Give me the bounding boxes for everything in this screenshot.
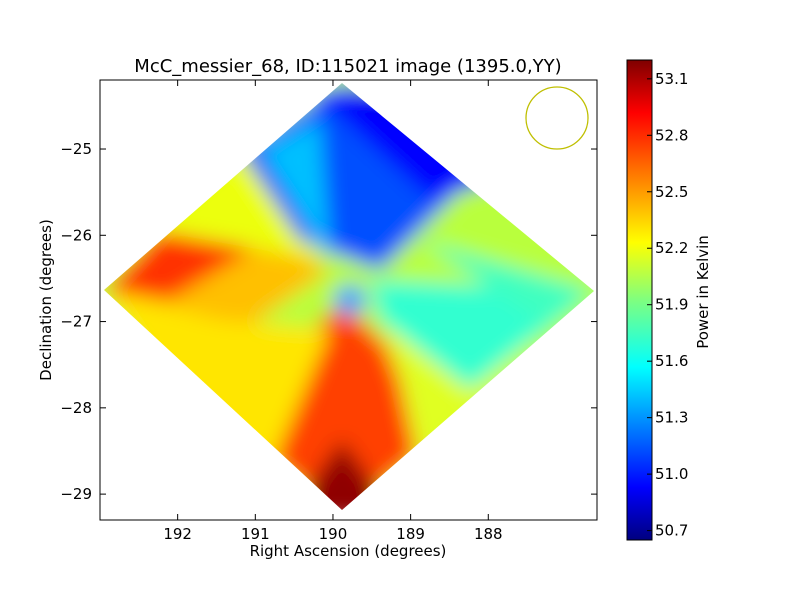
y-tick-label: −25 [60, 140, 92, 158]
heatmap-footprint [104, 83, 594, 510]
y-tick-label: −26 [60, 226, 92, 244]
colorbar-tick-label: 51.9 [655, 296, 688, 314]
x-tick-label: 190 [319, 525, 348, 543]
colorbar [626, 59, 653, 541]
x-axis-label: Right Ascension (degrees) [250, 542, 447, 560]
x-tick-label: 192 [163, 525, 192, 543]
x-tick-label: 188 [474, 525, 503, 543]
y-axis-label: Declination (degrees) [37, 219, 55, 381]
x-tick-label: 191 [241, 525, 270, 543]
colorbar-tick-label: 52.2 [655, 239, 688, 257]
colorbar-tick-label: 51.6 [655, 352, 688, 370]
x-tick-label: 189 [396, 525, 425, 543]
colorbar-tick-label: 51.0 [655, 465, 688, 483]
axes-frame [99, 79, 598, 521]
y-tick-label: −27 [60, 313, 92, 331]
colorbar-tick-label: 53.1 [655, 70, 688, 88]
y-axis: −25 −26 −27 −28 −29 [60, 140, 597, 503]
chart-title: McC_messier_68, ID:115021 image (1395.0,… [134, 56, 561, 77]
beam-circle [525, 86, 589, 150]
colorbar-label: Power in Kelvin [694, 235, 712, 349]
colorbar-tick-label: 51.3 [655, 409, 688, 427]
heatmap-field [104, 83, 594, 510]
x-axis: 192 191 190 189 188 [163, 80, 503, 543]
y-tick-label: −28 [60, 399, 92, 417]
colorbar-tick-label: 50.7 [655, 522, 688, 540]
colorbar-tick-label: 52.8 [655, 126, 688, 144]
y-tick-label: −29 [60, 485, 92, 503]
plot-area [104, 83, 594, 510]
colorbar-ticks: 50.7 51.0 51.3 51.6 51.9 52.2 52.5 52.8 53.1 [647, 70, 688, 540]
colorbar-tick-label: 52.5 [655, 183, 688, 201]
